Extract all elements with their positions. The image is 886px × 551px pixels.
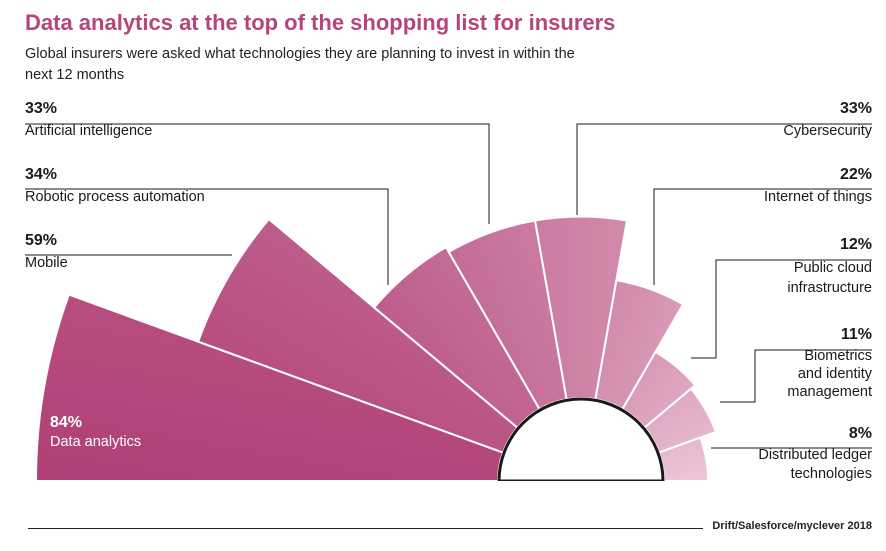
footer-rule: [28, 528, 703, 529]
leader-public-cloud: [691, 259, 872, 359]
value-label: 11%: [840, 326, 872, 343]
category-label: technologies: [790, 466, 872, 482]
label-robotic-process-automation: 34% Robotic process automation: [25, 166, 205, 205]
category-label: Artificial intelligence: [25, 123, 153, 139]
label-biometrics-identity-management: 11% Biometrics and identity management: [787, 326, 872, 401]
value-label: 84%: [50, 414, 83, 431]
category-label: Internet of things: [763, 189, 872, 205]
category-label: Mobile: [25, 255, 68, 271]
category-label: Public cloud: [793, 260, 872, 276]
label-public-cloud-infrastructure: 12% Public cloud infrastructure: [787, 235, 872, 298]
category-label: Robotic process automation: [25, 189, 205, 205]
hub-baseline-cover: [493, 481, 669, 501]
category-label: management: [787, 384, 872, 400]
leader-robotic-process-automation: [25, 188, 389, 285]
label-data-analytics: 84% Data analytics: [50, 414, 141, 450]
label-cybersecurity: 33% Cybersecurity: [783, 100, 872, 139]
leader-internet-of-things: [653, 188, 872, 285]
value-label: 12%: [839, 236, 872, 253]
label-distributed-ledger: 8% Distributed ledger technologies: [758, 424, 872, 484]
label-internet-of-things: 22% Internet of things: [764, 166, 872, 205]
value-label: 59%: [25, 232, 58, 249]
value-label: 33%: [839, 100, 872, 117]
category-label: Biometrics: [804, 348, 872, 364]
chart-subtitle: Global insurers were asked what technolo…: [25, 46, 575, 83]
label-artificial-intelligence: 33% Artificial intelligence: [25, 100, 152, 139]
value-label: 8%: [848, 425, 872, 442]
label-mobile: 59% Mobile: [25, 232, 68, 271]
category-label: Cybersecurity: [783, 123, 872, 139]
chart-title: Data analytics at the top of the shoppin…: [25, 10, 616, 35]
value-label: 34%: [25, 166, 58, 183]
leader-biometrics: [720, 349, 872, 403]
category-label: infrastructure: [787, 280, 872, 296]
category-label: and identity: [797, 366, 872, 382]
leader-artificial-intelligence: [25, 123, 490, 224]
value-label: 22%: [839, 166, 872, 183]
category-label: Data analytics: [50, 434, 142, 450]
source-note: Drift/Salesforce/myclever 2018: [712, 520, 872, 532]
chart-hub: [497, 397, 665, 483]
leader-cybersecurity: [576, 123, 872, 215]
category-label: Distributed ledger: [758, 447, 872, 463]
value-label: 33%: [25, 100, 58, 117]
